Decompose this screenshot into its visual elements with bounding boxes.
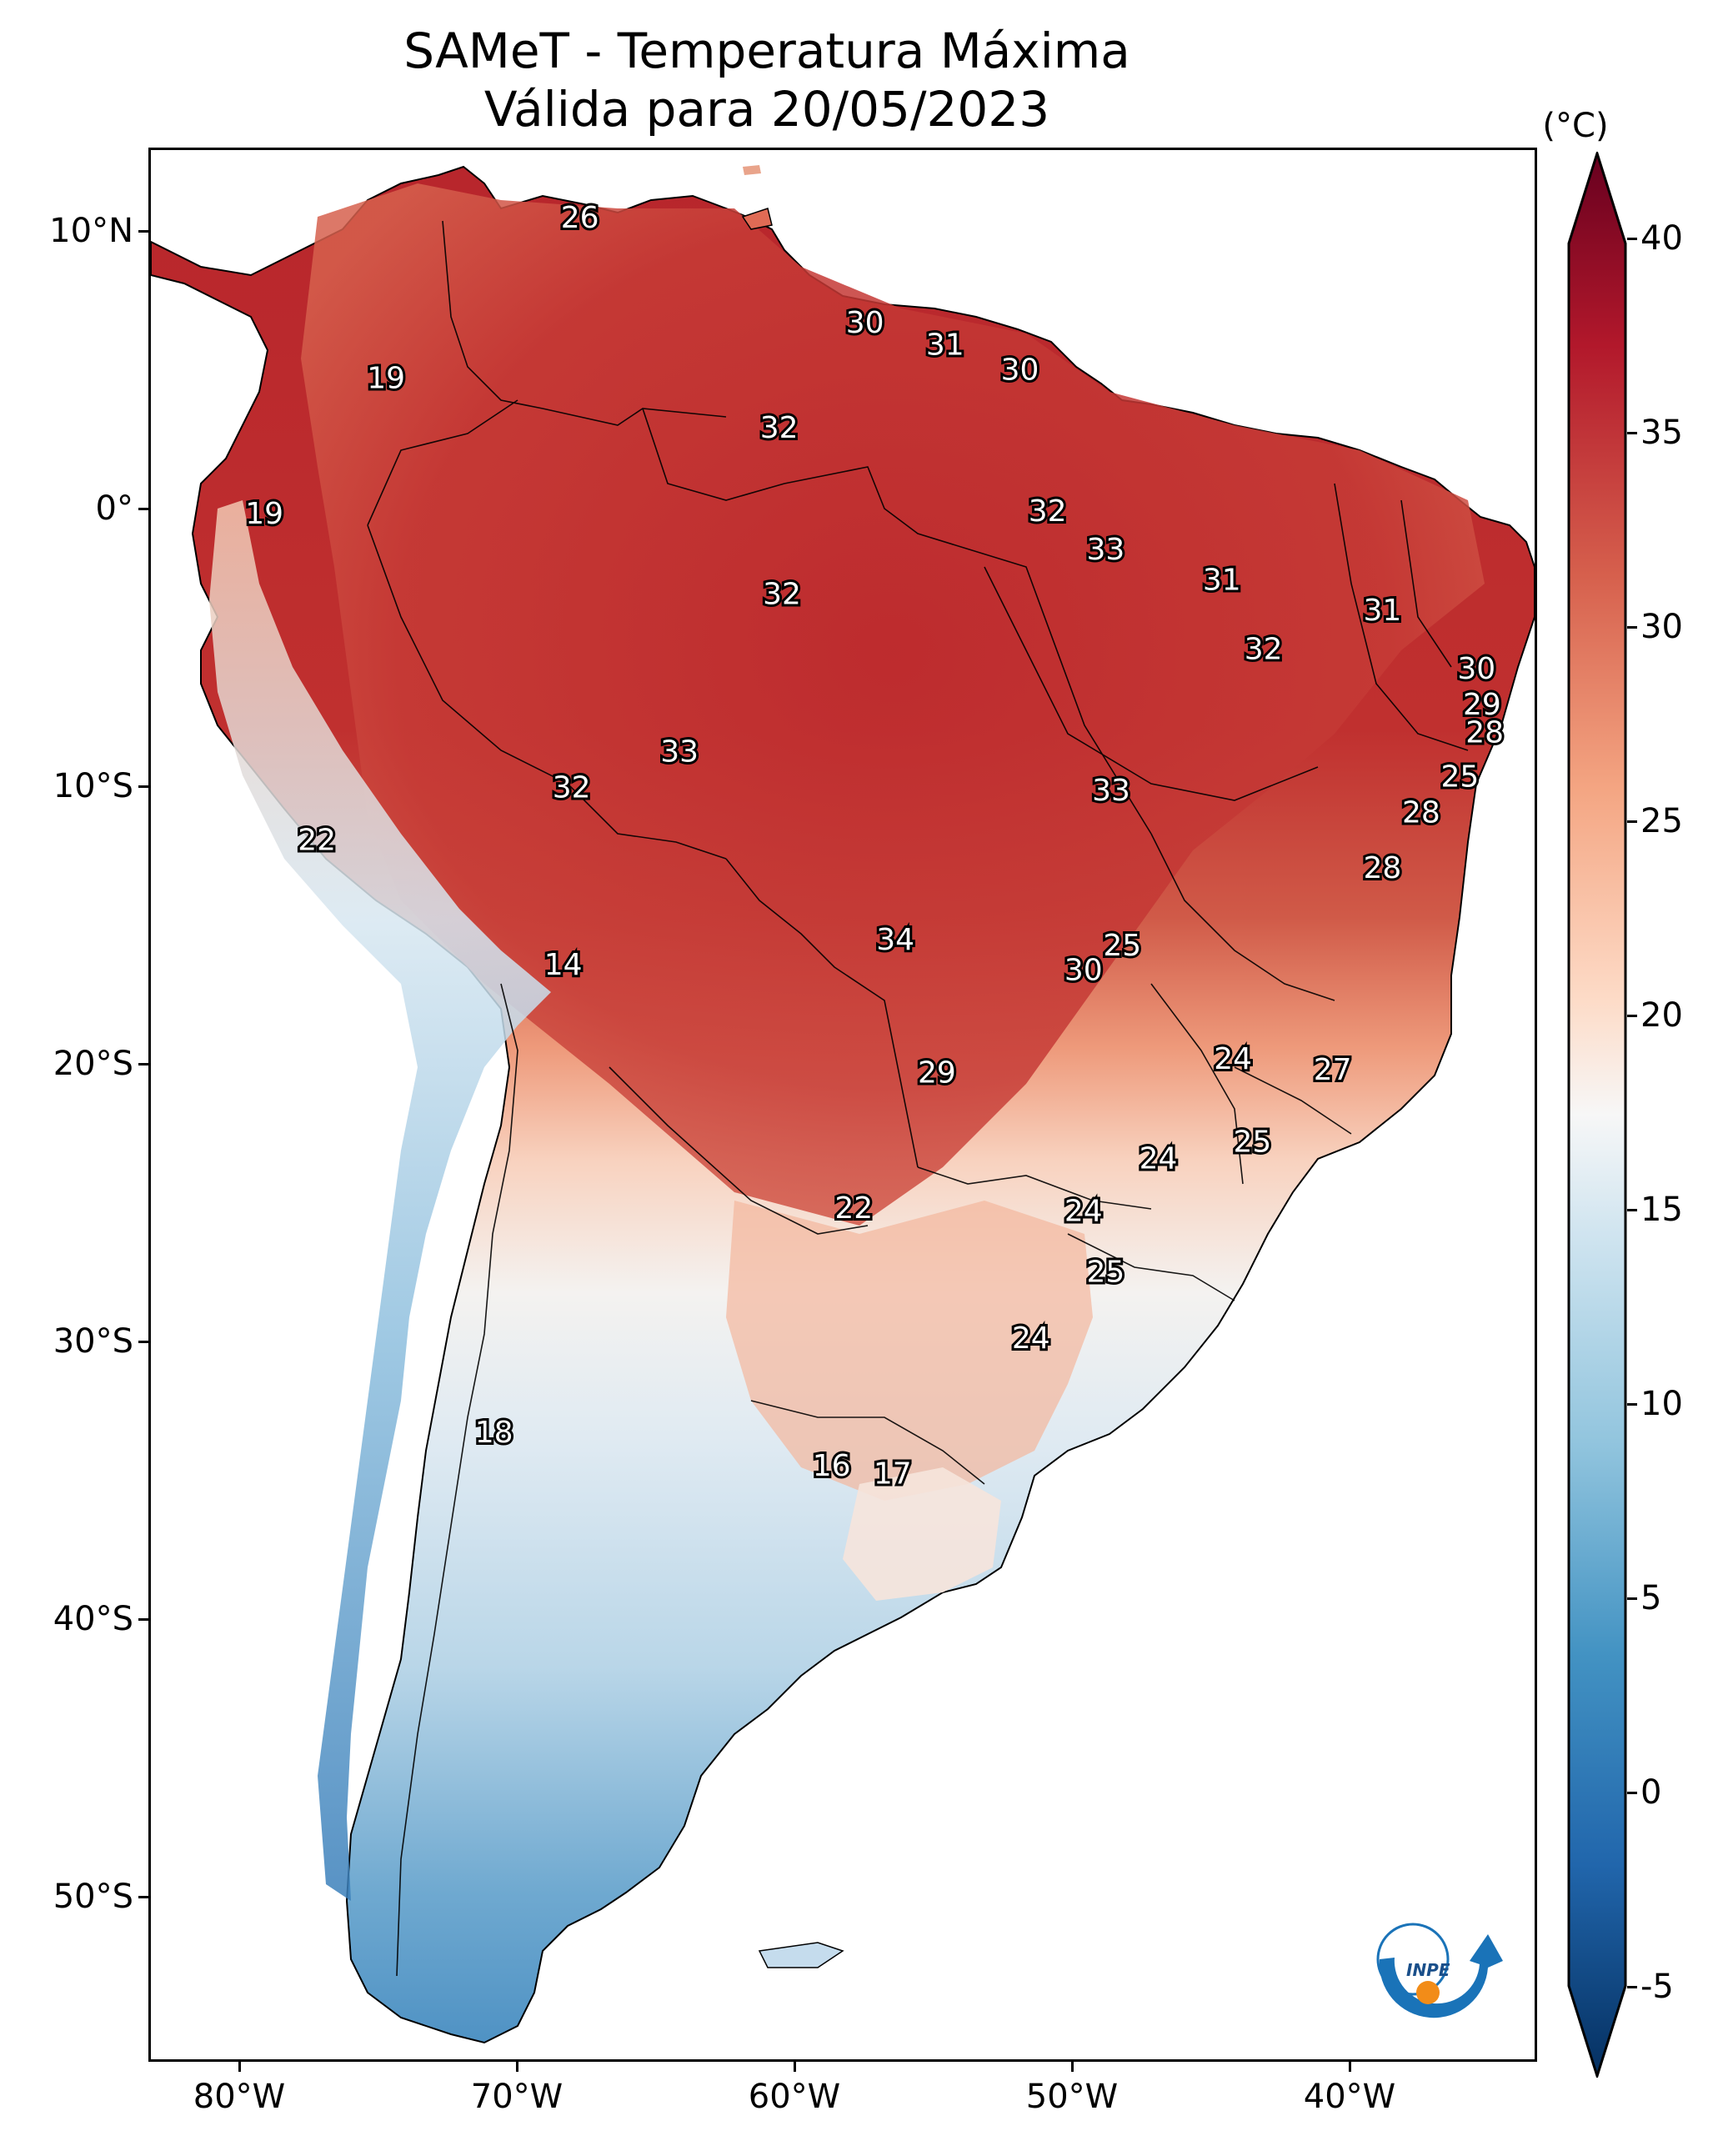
- colorbar-unit: (°C): [1542, 107, 1609, 145]
- colorbar-label-40: 40: [1640, 219, 1683, 258]
- station-value-label: 28: [1363, 851, 1401, 885]
- colorbar-tick: [1627, 1209, 1637, 1211]
- lon-label-70w: 70°W: [470, 2078, 563, 2116]
- station-value-label: 30: [1001, 353, 1039, 388]
- station-value-label: 32: [763, 577, 801, 611]
- station-value-label: 32: [553, 771, 591, 805]
- map-frame: 26 30 31 30 19 32 19 32 33 32 31 31 32 30 29 28 33 25 32 33…: [148, 148, 1537, 2062]
- colorbar-tick: [1627, 626, 1637, 629]
- lon-tick: [794, 2062, 796, 2072]
- station-value-label: 19: [245, 497, 283, 531]
- colorbar-tick: [1627, 1986, 1637, 1988]
- station-value-label: 30: [1064, 954, 1103, 988]
- colorbar-label-15: 15: [1640, 1191, 1683, 1229]
- colorbar-tick: [1627, 1597, 1637, 1600]
- station-value-label: 33: [1086, 533, 1124, 567]
- station-value-label: 30: [1457, 652, 1495, 686]
- lat-label-10n: 10°N: [49, 212, 133, 250]
- lon-label-50w: 50°W: [1025, 2078, 1119, 2116]
- station-value-label: 32: [760, 411, 799, 445]
- colorbar-tick: [1627, 1015, 1637, 1017]
- station-value-label: 25: [1233, 1126, 1271, 1160]
- colorbar-label-20: 20: [1640, 996, 1683, 1035]
- colorbar-tick: [1627, 432, 1637, 434]
- colorbar-label-0: 0: [1640, 1773, 1662, 1812]
- inpe-logo-text: INPE: [1406, 1960, 1450, 1980]
- colorbar-tick: [1627, 1403, 1637, 1406]
- lon-label-80w: 80°W: [193, 2078, 286, 2116]
- colorbar-label-5: 5: [1640, 1579, 1662, 1617]
- lon-label-40w: 40°W: [1303, 2078, 1396, 2116]
- lat-label-10s: 10°S: [53, 767, 133, 805]
- station-value-label: 22: [298, 824, 336, 858]
- lon-tick: [516, 2062, 518, 2072]
- lat-label-30s: 30°S: [53, 1322, 133, 1361]
- lat-label-0: 0°: [95, 489, 133, 528]
- colorbar-tick: [1627, 238, 1637, 240]
- station-value-label: 26: [561, 201, 599, 235]
- station-value-label: 32: [1245, 633, 1283, 667]
- lat-tick: [138, 508, 148, 510]
- station-value-label: 24: [1139, 1141, 1178, 1176]
- station-value-label: 34: [876, 923, 914, 957]
- station-value-label: 28: [1402, 796, 1440, 830]
- station-value-label: 14: [544, 948, 583, 982]
- lat-label-40s: 40°S: [53, 1600, 133, 1638]
- station-value-label: 32: [1029, 494, 1067, 529]
- lon-label-60w: 60°W: [748, 2078, 841, 2116]
- station-value-label: 25: [1086, 1255, 1124, 1289]
- station-value-label: 18: [475, 1416, 513, 1450]
- lat-tick: [138, 1341, 148, 1343]
- station-value-label: 31: [1203, 564, 1241, 598]
- station-value-label: 17: [874, 1457, 912, 1492]
- map-title: SAMeT - Temperatura Máxima: [403, 23, 1130, 79]
- station-value-label: 24: [1214, 1042, 1252, 1076]
- station-value-label: 24: [1012, 1321, 1050, 1356]
- inpe-logo: INPE: [1376, 1923, 1503, 2018]
- lon-tick: [238, 2062, 241, 2072]
- lat-tick: [138, 1063, 148, 1065]
- station-value-label: 31: [926, 328, 964, 363]
- station-value-label: 25: [1440, 760, 1479, 794]
- map-subtitle: Válida para 20/05/2023: [483, 81, 1050, 138]
- lat-tick: [138, 1618, 148, 1621]
- lat-tick: [138, 785, 148, 788]
- colorbar-label-minus5: -5: [1640, 1968, 1674, 2006]
- station-value-label: 25: [1103, 929, 1141, 963]
- station-value-label: 33: [660, 735, 699, 770]
- colorbar-label-30: 30: [1640, 608, 1683, 646]
- lat-tick: [138, 230, 148, 233]
- lat-tick: [138, 1896, 148, 1898]
- colorbar-label-25: 25: [1640, 802, 1683, 840]
- station-value-label: 33: [1092, 774, 1130, 808]
- colorbar-tick: [1627, 820, 1637, 823]
- colorbar: [1567, 152, 1627, 2078]
- station-value-label: 19: [367, 362, 405, 396]
- station-value-label: 29: [918, 1056, 956, 1091]
- station-value-label: 31: [1363, 594, 1401, 628]
- lat-label-20s: 20°S: [53, 1045, 133, 1083]
- station-value-label: 22: [834, 1191, 873, 1226]
- station-value-label: 24: [1064, 1194, 1103, 1228]
- lat-label-50s: 50°S: [53, 1878, 133, 1916]
- station-value-label: 28: [1465, 715, 1504, 750]
- station-value-label: 29: [1463, 688, 1501, 722]
- colorbar-label-10: 10: [1640, 1385, 1683, 1423]
- continent-land: [151, 165, 1535, 2044]
- station-value-label: 16: [813, 1449, 851, 1483]
- station-value-label: 30: [846, 306, 884, 340]
- lon-tick: [1349, 2062, 1351, 2072]
- colorbar-label-35: 35: [1640, 414, 1683, 452]
- colorbar-tick: [1627, 1792, 1637, 1794]
- station-value-label: 27: [1314, 1053, 1352, 1087]
- lon-tick: [1071, 2062, 1074, 2072]
